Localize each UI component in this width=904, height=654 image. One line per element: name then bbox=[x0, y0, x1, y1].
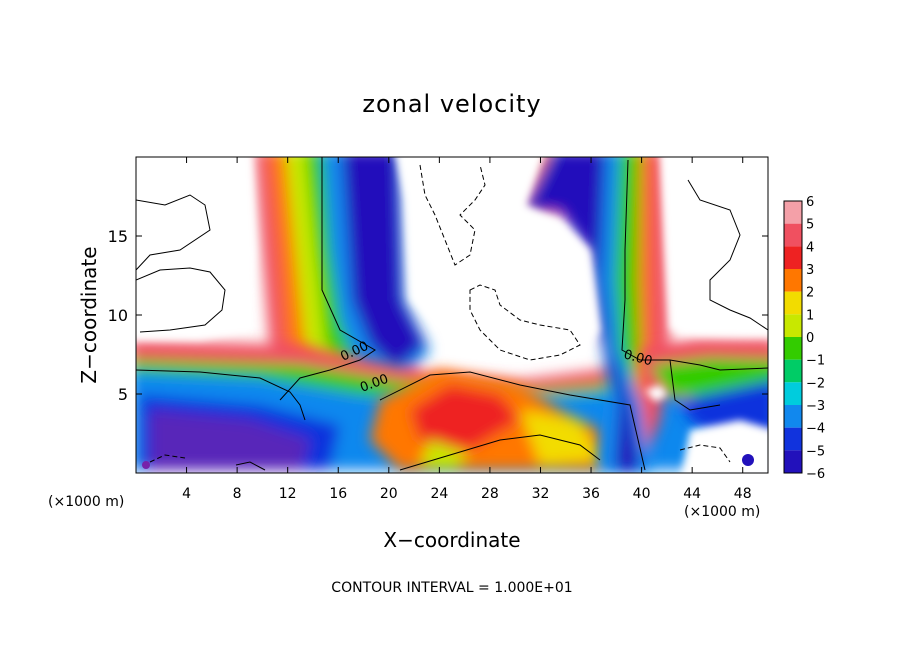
colorbar-swatch bbox=[784, 450, 802, 473]
colorbar-label: −5 bbox=[806, 444, 825, 459]
x-tick-label: 20 bbox=[380, 486, 398, 502]
colorbar-label: 1 bbox=[806, 308, 814, 323]
colorbar-swatch bbox=[784, 359, 802, 383]
x-unit-left: (×1000 m) bbox=[48, 494, 124, 510]
colorbar-swatch bbox=[784, 382, 802, 405]
purple-dot-left bbox=[142, 461, 150, 469]
x-unit-right: (×1000 m) bbox=[684, 504, 760, 520]
x-tick-label: 16 bbox=[329, 486, 347, 502]
x-tick-label: 4 bbox=[182, 486, 191, 502]
x-tick-label: 48 bbox=[734, 486, 752, 502]
y-tick-label: 5 bbox=[118, 385, 128, 404]
purple-dot-right bbox=[742, 454, 754, 466]
colorbar-swatch bbox=[784, 246, 802, 269]
colorbar-frame bbox=[783, 200, 803, 474]
contour-interval-footer: CONTOUR INTERVAL = 1.000E+01 bbox=[331, 580, 572, 596]
colorbar-swatch bbox=[784, 337, 802, 360]
contour-label-3: 0.00 bbox=[622, 347, 654, 369]
colorbar-label: 6 bbox=[806, 195, 814, 210]
colorbar-swatch bbox=[784, 405, 802, 428]
upper-clear bbox=[136, 157, 768, 360]
dashed-contours bbox=[149, 164, 731, 463]
chart-title: zonal velocity bbox=[362, 90, 541, 118]
contour-lines bbox=[136, 157, 768, 471]
colorbar-swatch bbox=[784, 314, 802, 337]
x-tick-label: 32 bbox=[532, 486, 550, 502]
x-tick-label: 24 bbox=[430, 486, 448, 502]
x-tick-label: 12 bbox=[279, 486, 297, 502]
colorbar-label: 4 bbox=[806, 240, 814, 255]
x-axis-ticks: 4 8 12 16 20 24 28 32 36 40 44 48 bbox=[182, 157, 752, 502]
colorbar-label: 2 bbox=[806, 286, 814, 301]
x-tick-label: 8 bbox=[233, 486, 242, 502]
colorbar-swatch bbox=[784, 201, 802, 224]
colorbar: 6 5 4 3 2 1 0 −1 −2 −3 −4 −5 −6 bbox=[783, 195, 825, 482]
y-axis-label: Z−coordinate bbox=[77, 246, 101, 383]
right-jet-band bbox=[520, 157, 670, 470]
x-tick-label: 36 bbox=[582, 486, 600, 502]
colorbar-label: −2 bbox=[806, 376, 825, 391]
y-axis-ticks: 5 10 15 bbox=[108, 227, 768, 404]
colorbar-swatch bbox=[784, 427, 802, 451]
y-tick-label: 10 bbox=[108, 306, 128, 325]
x-axis-label: X−coordinate bbox=[383, 528, 520, 552]
colorbar-label: 0 bbox=[806, 331, 814, 346]
x-tick-label: 28 bbox=[481, 486, 499, 502]
velocity-field: 0.00 0.00 0.00 bbox=[136, 157, 768, 473]
x-tick-label: 40 bbox=[633, 486, 651, 502]
colorbar-label: −6 bbox=[806, 467, 825, 482]
colorbar-label: −4 bbox=[806, 422, 825, 437]
colorbar-label: 3 bbox=[806, 263, 814, 278]
warm-core bbox=[370, 370, 600, 470]
colorbar-swatch bbox=[784, 223, 802, 247]
colorbar-label: −3 bbox=[806, 399, 825, 414]
colorbar-label: 5 bbox=[806, 218, 814, 233]
x-tick-label: 44 bbox=[683, 486, 701, 502]
colorbar-swatch bbox=[784, 291, 802, 315]
colorbar-swatch bbox=[784, 269, 802, 292]
y-tick-label: 15 bbox=[108, 227, 128, 246]
colorbar-label: −1 bbox=[806, 354, 825, 369]
